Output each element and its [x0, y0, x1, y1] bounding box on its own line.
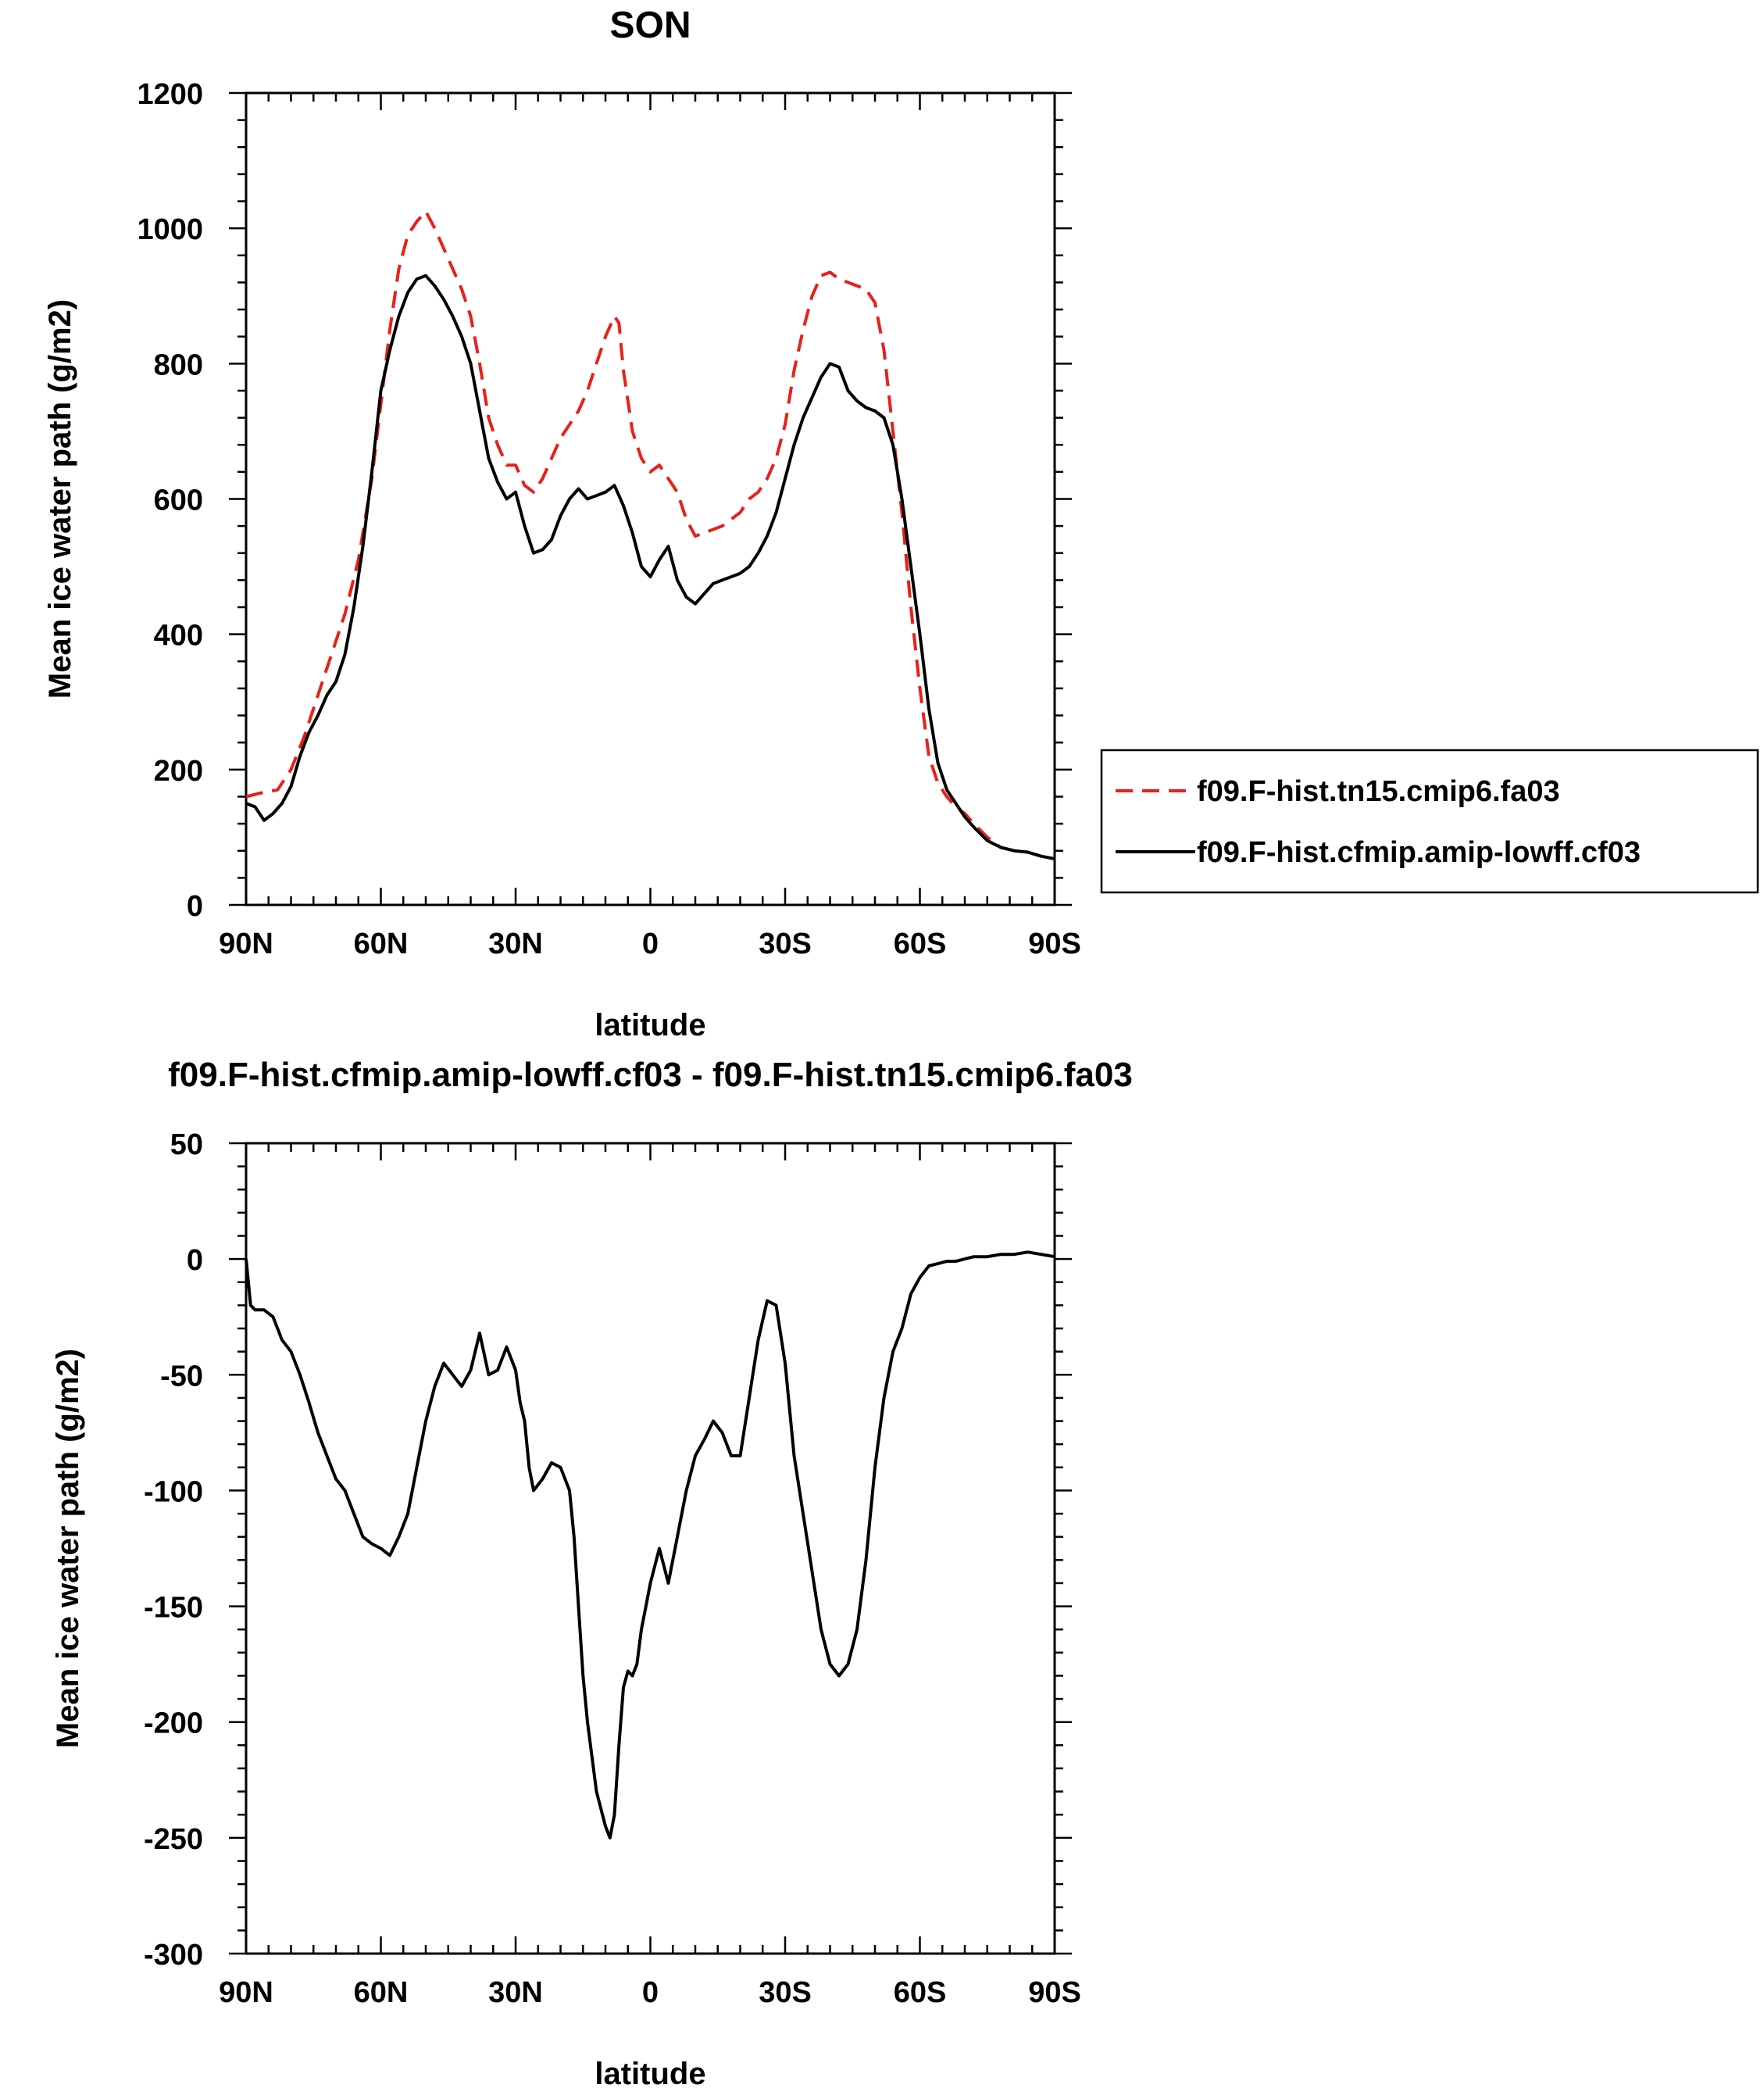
y-tick-label: 200: [154, 755, 203, 788]
x-axis-label: latitude: [595, 2057, 705, 2088]
series-line-1: [245, 209, 1055, 861]
y-tick-label: -200: [144, 1707, 203, 1740]
legend-box: [1100, 749, 1759, 894]
x-tick-label: 60S: [894, 928, 947, 960]
y-tick-label: -300: [144, 1939, 203, 1972]
x-tick-label: 30N: [488, 1976, 543, 2009]
series-line-1: [245, 1250, 1055, 1840]
x-tick-label: 90N: [219, 1976, 273, 2009]
y-tick-label: -250: [144, 1823, 203, 1856]
legend-label: f09.F-hist.cfmip.amip-lowff.cf03: [1197, 836, 1641, 869]
x-tick-label: 30S: [759, 1976, 812, 2009]
x-tick-label: 0: [642, 928, 659, 960]
x-tick-label: 90S: [1028, 1976, 1081, 2009]
x-tick-label: 30N: [488, 928, 543, 960]
y-tick-label: 1200: [137, 78, 203, 111]
y-tick-label: 400: [154, 620, 203, 652]
x-tick-label: 60S: [894, 1976, 947, 2009]
x-axis-label: latitude: [595, 1008, 705, 1042]
chart-2: f09.F-hist.cfmip.amip-lowff.cf03 - f09.F…: [51, 1056, 1133, 2088]
x-tick-label: 60N: [354, 1976, 409, 2009]
chart-title: f09.F-hist.cfmip.amip-lowff.cf03 - f09.F…: [168, 1056, 1133, 1094]
legend-label: f09.F-hist.tn15.cmip6.fa03: [1197, 775, 1560, 808]
chart-1: SON 90N 60N 30N 0 30S 60S 90S 0 200 400 600 800 1000 1…: [43, 5, 1759, 1042]
y-tick-label: -150: [144, 1592, 203, 1625]
legend: f09.F-hist.tn15.cmip6.fa03 f09.F-hist.cfm…: [1100, 749, 1759, 894]
y-tick-label: 0: [187, 1244, 203, 1277]
x-tick-label: 90S: [1028, 928, 1081, 960]
y-tick-label: 800: [154, 349, 203, 381]
y-axis-label: Mean ice water path (g/m2): [43, 299, 77, 699]
y-tick-label: -50: [160, 1360, 203, 1393]
x-tick-label: 0: [642, 1976, 659, 2009]
y-tick-label: 1000: [137, 213, 203, 246]
series-line-2: [245, 274, 1055, 861]
y-axis-label: Mean ice water path (g/m2): [51, 1349, 85, 1748]
y-tick-label: 0: [187, 890, 203, 923]
x-tick-label: 30S: [759, 928, 812, 960]
x-tick-label: 90N: [219, 928, 273, 960]
y-tick-label: -100: [144, 1475, 203, 1508]
x-tick-label: 60N: [354, 928, 409, 960]
y-tick-label: 600: [154, 484, 203, 517]
chart-title: SON: [609, 5, 691, 46]
y-tick-label: 50: [170, 1128, 203, 1161]
